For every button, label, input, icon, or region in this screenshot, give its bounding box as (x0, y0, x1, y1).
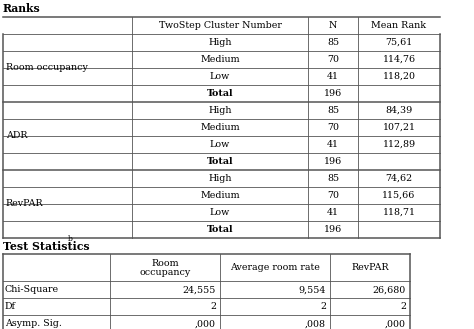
Text: N: N (329, 21, 337, 30)
Text: 70: 70 (327, 191, 339, 200)
Text: Asymp. Sig.: Asymp. Sig. (5, 319, 62, 328)
Text: Room: Room (151, 259, 179, 267)
Text: 9,554: 9,554 (299, 285, 326, 294)
Text: Low: Low (210, 72, 230, 81)
Text: 118,71: 118,71 (383, 208, 416, 217)
Text: 118,20: 118,20 (383, 72, 416, 81)
Text: 2: 2 (320, 302, 326, 311)
Text: ADR: ADR (6, 132, 27, 140)
Text: Total: Total (207, 89, 233, 98)
Text: occupancy: occupancy (139, 267, 191, 277)
Text: Medium: Medium (200, 123, 240, 132)
Text: Ranks: Ranks (3, 4, 41, 14)
Text: 74,62: 74,62 (385, 174, 412, 183)
Text: ,008: ,008 (305, 319, 326, 328)
Text: 24,555: 24,555 (182, 285, 216, 294)
Text: RevPAR: RevPAR (351, 263, 389, 272)
Text: 2: 2 (400, 302, 406, 311)
Text: 196: 196 (324, 157, 342, 166)
Text: Low: Low (210, 140, 230, 149)
Text: 112,89: 112,89 (383, 140, 416, 149)
Text: 85: 85 (327, 174, 339, 183)
Text: 26,680: 26,680 (373, 285, 406, 294)
Text: 75,61: 75,61 (385, 38, 413, 47)
Text: 196: 196 (324, 225, 342, 234)
Text: 70: 70 (327, 123, 339, 132)
Text: ,000: ,000 (195, 319, 216, 328)
Text: Test Statistics: Test Statistics (3, 241, 90, 252)
Text: Medium: Medium (200, 191, 240, 200)
Text: Mean Rank: Mean Rank (372, 21, 427, 30)
Text: RevPAR: RevPAR (6, 199, 44, 209)
Text: Chi-Square: Chi-Square (5, 285, 59, 294)
Text: Total: Total (207, 157, 233, 166)
Text: Medium: Medium (200, 55, 240, 64)
Text: 85: 85 (327, 106, 339, 115)
Text: Low: Low (210, 208, 230, 217)
Text: ,000: ,000 (385, 319, 406, 328)
Text: 84,39: 84,39 (385, 106, 413, 115)
Text: High: High (208, 174, 232, 183)
Text: 114,76: 114,76 (383, 55, 416, 64)
Text: Df: Df (5, 302, 16, 311)
Text: 41: 41 (327, 208, 339, 217)
Text: 107,21: 107,21 (383, 123, 416, 132)
Text: TwoStep Cluster Number: TwoStep Cluster Number (159, 21, 282, 30)
Text: Total: Total (207, 225, 233, 234)
Text: 115,66: 115,66 (383, 191, 416, 200)
Text: High: High (208, 38, 232, 47)
Text: Average room rate: Average room rate (230, 263, 320, 272)
Text: 70: 70 (327, 55, 339, 64)
Text: High: High (208, 106, 232, 115)
Text: Room occupancy: Room occupancy (6, 63, 88, 72)
Text: 196: 196 (324, 89, 342, 98)
Text: 41: 41 (327, 140, 339, 149)
Text: 41: 41 (327, 72, 339, 81)
Text: 2: 2 (210, 302, 216, 311)
Text: 85: 85 (327, 38, 339, 47)
Text: b: b (68, 235, 73, 243)
